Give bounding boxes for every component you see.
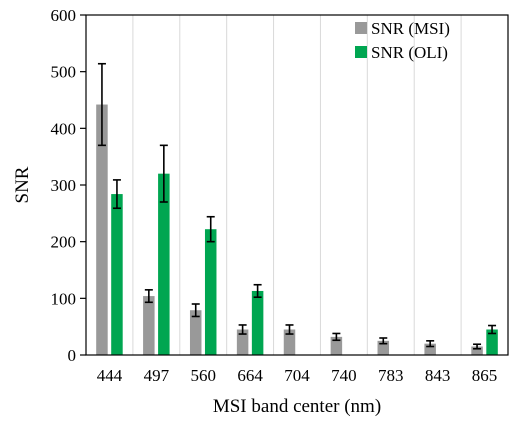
bar-oli: [111, 194, 123, 355]
x-tick-label: 704: [284, 366, 310, 385]
x-tick-label: 865: [472, 366, 498, 385]
bar-msi: [377, 340, 390, 355]
bar-oli: [251, 290, 264, 355]
y-tick-label: 400: [51, 119, 77, 138]
y-tick-label: 300: [51, 176, 77, 195]
legend-swatch-msi: [355, 22, 367, 34]
grid-layer: [132, 15, 462, 355]
x-tick-label: 444: [97, 366, 123, 385]
y-tick-label: 100: [51, 289, 77, 308]
x-tick-label: 783: [378, 366, 404, 385]
bar-msi: [189, 310, 202, 355]
x-tick-label: 664: [237, 366, 263, 385]
bar-oli: [486, 329, 498, 355]
bar-msi: [283, 329, 296, 355]
x-tick-label: 740: [331, 366, 357, 385]
y-axis: 0 100 200 300 400 500 600: [51, 6, 86, 365]
x-axis-title: MSI band center (nm): [213, 396, 381, 417]
bar-msi: [143, 296, 155, 355]
y-tick-label: 600: [51, 6, 77, 25]
x-tick-label: 560: [190, 366, 216, 385]
bars-layer: [96, 104, 498, 356]
legend-label-oli: SNR (OLI): [371, 43, 448, 62]
bar-oli: [204, 229, 217, 355]
bar-oli: [158, 173, 170, 355]
bar-msi: [96, 104, 108, 356]
y-tick-label: 200: [51, 233, 77, 252]
y-axis-title: SNR: [12, 166, 33, 203]
x-axis: 444 497 560 664 704 740 783 843 865: [97, 366, 498, 385]
legend: SNR (MSI) SNR (OLI): [355, 19, 450, 62]
x-tick-label: 843: [425, 366, 451, 385]
bar-msi: [471, 346, 483, 355]
x-tick-label: 497: [144, 366, 170, 385]
legend-label-msi: SNR (MSI): [371, 19, 450, 38]
bar-msi: [424, 343, 436, 355]
y-tick-label: 0: [68, 346, 77, 365]
bar-msi: [236, 329, 249, 355]
bar-msi: [330, 336, 343, 355]
legend-swatch-oli: [355, 46, 367, 58]
error-bars-layer: [97, 62, 497, 350]
y-tick-label: 500: [51, 63, 77, 82]
